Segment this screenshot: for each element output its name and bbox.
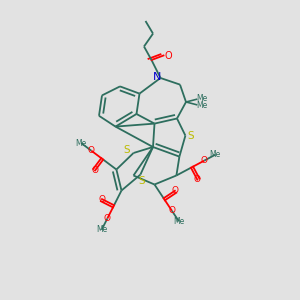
Text: S: S xyxy=(123,145,130,155)
Text: N: N xyxy=(153,71,162,82)
Text: O: O xyxy=(171,186,178,195)
Text: O: O xyxy=(194,175,201,184)
Text: Me: Me xyxy=(196,94,207,103)
Text: Me: Me xyxy=(196,101,207,110)
Text: O: O xyxy=(88,146,95,155)
Text: Me: Me xyxy=(96,225,107,234)
Text: Me: Me xyxy=(76,139,87,148)
Text: Me: Me xyxy=(210,150,221,159)
Text: O: O xyxy=(92,166,99,175)
Text: S: S xyxy=(138,176,145,186)
Text: O: O xyxy=(104,214,111,223)
Text: Me: Me xyxy=(173,217,184,226)
Text: O: O xyxy=(164,50,172,61)
Text: O: O xyxy=(201,156,208,165)
Text: O: O xyxy=(168,206,175,215)
Text: O: O xyxy=(98,195,106,204)
Text: S: S xyxy=(188,130,194,141)
